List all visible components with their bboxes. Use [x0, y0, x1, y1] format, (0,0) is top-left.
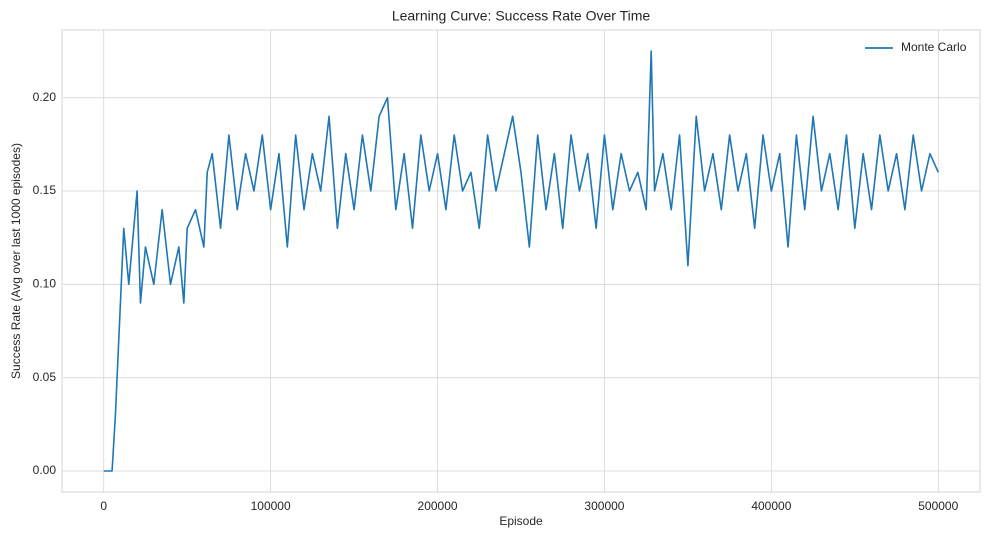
- y-tick-label: 0.05: [33, 370, 57, 384]
- x-tick-label: 300000: [584, 499, 624, 513]
- y-tick-label: 0.20: [33, 90, 57, 104]
- x-tick-label: 400000: [751, 499, 791, 513]
- x-tick-label: 200000: [418, 499, 458, 513]
- x-axis-label: Episode: [499, 514, 543, 528]
- x-tick-label: 100000: [251, 499, 291, 513]
- plot-frame: [61, 29, 981, 493]
- y-tick-label: 0.00: [33, 463, 57, 477]
- y-tick-label: 0.15: [33, 183, 57, 197]
- x-tick-label: 500000: [918, 499, 958, 513]
- y-tick-label: 0.10: [33, 277, 57, 291]
- data-line: [103, 50, 940, 472]
- legend-label: Monte Carlo: [901, 40, 967, 54]
- x-tick-label: 0: [100, 499, 107, 513]
- y-axis-label: Success Rate (Avg over last 1000 episode…: [9, 143, 23, 379]
- chart-title: Learning Curve: Success Rate Over Time: [392, 8, 651, 24]
